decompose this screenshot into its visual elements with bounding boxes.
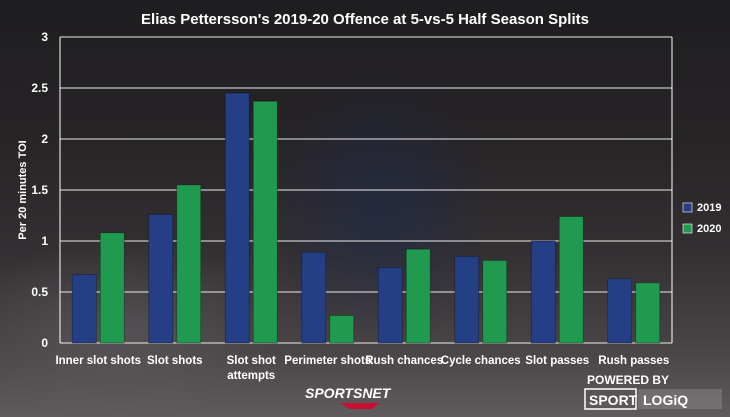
legend-swatch-2020 <box>682 223 693 234</box>
y-tick-label: 1 <box>41 234 48 248</box>
y-tick-labels: 0 0.5 1 1.5 2 2.5 3 <box>31 30 48 350</box>
legend-label-2020: 2020 <box>697 223 721 235</box>
x-category-labels: Inner slot shots Slot shots Slot shot attem… <box>55 355 669 382</box>
bar-2020 <box>482 259 508 344</box>
legend-label-2019: 2019 <box>697 202 721 214</box>
bar-2019 <box>530 240 556 344</box>
y-tick-label: 1.5 <box>31 183 48 197</box>
bar-2019 <box>71 274 97 344</box>
sport-logo-box <box>584 388 637 410</box>
x-category-label: Perimeter shots <box>284 355 371 367</box>
bar-2020 <box>176 184 202 344</box>
bar-2019 <box>148 214 174 344</box>
x-category-label: Slot passes <box>525 355 589 367</box>
legend-swatch-2019 <box>682 202 693 213</box>
y-tick-label: 2.5 <box>31 81 48 95</box>
bar-2019 <box>454 255 480 344</box>
x-category-label: attempts <box>227 370 275 382</box>
powered-by-text: POWERED BY <box>587 373 669 387</box>
logiq-logo-text: LOGiQ <box>643 392 688 408</box>
y-tick-label: 3 <box>41 30 48 44</box>
legend: 2019 2020 <box>682 202 721 235</box>
y-tick-label: 0.5 <box>31 285 48 299</box>
x-category-label: Inner slot shots <box>55 355 141 367</box>
sportsnet-logo-text: SPORTSNET <box>305 385 392 401</box>
bar-2019 <box>607 278 633 344</box>
bar-2020 <box>558 216 584 344</box>
logiq-logo-box <box>638 389 722 409</box>
bar-2019 <box>224 92 250 344</box>
bar-2020 <box>99 232 125 344</box>
x-category-label: Rush passes <box>598 355 669 367</box>
x-category-label: Slot shot <box>227 355 276 367</box>
bar-2020 <box>635 282 661 344</box>
bar-2020 <box>252 100 278 344</box>
chart-title: Elias Pettersson's 2019-20 Offence at 5-… <box>141 11 589 28</box>
sport-logo-text: SPORT <box>589 392 638 408</box>
bar-2020 <box>329 315 355 344</box>
sportsnet-logo-swoosh <box>340 403 380 409</box>
y-tick-label: 2 <box>41 132 48 146</box>
y-tick-label: 0 <box>41 336 48 350</box>
bar-2019 <box>377 267 403 344</box>
x-category-label: Slot shots <box>147 355 203 367</box>
x-category-label: Cycle chances <box>441 355 521 367</box>
bar-2019 <box>301 251 327 344</box>
y-axis-label: Per 20 minutes TOI <box>17 140 29 239</box>
bars <box>71 92 661 344</box>
bar-2020 <box>405 248 431 344</box>
x-category-label: Rush chances <box>365 355 443 367</box>
